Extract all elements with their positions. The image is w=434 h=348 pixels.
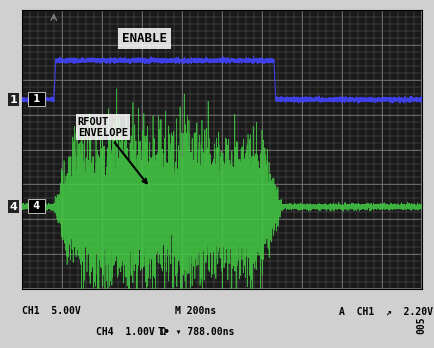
Text: CH1  5.00V: CH1 5.00V <box>22 306 80 316</box>
Text: M 200ns: M 200ns <box>175 306 216 316</box>
Text: ENABLE: ENABLE <box>122 32 166 45</box>
Text: T• ▾ 788.00ns: T• ▾ 788.00ns <box>157 327 233 337</box>
Text: A  CH1  ↗  2.20V: A CH1 ↗ 2.20V <box>339 306 432 316</box>
Text: 005: 005 <box>415 316 425 334</box>
Text: CH4  1.00V Ω: CH4 1.00V Ω <box>95 327 166 337</box>
Text: 4: 4 <box>30 201 43 211</box>
Text: 1: 1 <box>10 95 18 104</box>
Text: RFOUT
ENVELOPE: RFOUT ENVELOPE <box>78 117 146 183</box>
Text: 1: 1 <box>30 94 43 104</box>
Text: 4: 4 <box>10 202 18 212</box>
